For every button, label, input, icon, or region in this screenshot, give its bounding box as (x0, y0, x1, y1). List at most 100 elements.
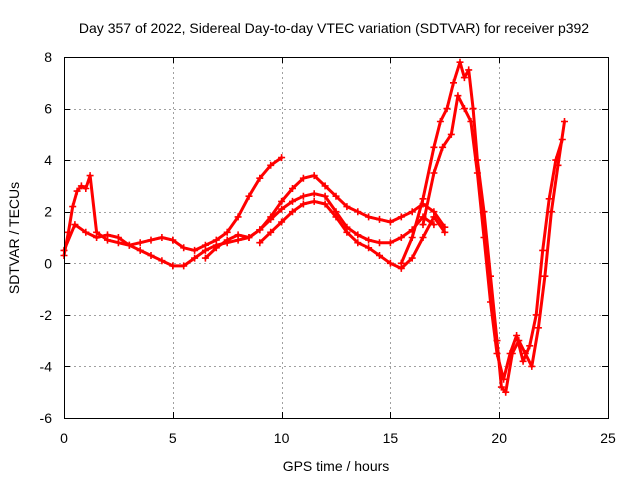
data-point (386, 239, 394, 247)
data-point (467, 118, 475, 125)
data-point (289, 208, 296, 216)
data-point (278, 205, 286, 213)
data-point (493, 350, 501, 357)
data-point (480, 234, 488, 241)
y-tick-label: 0 (44, 255, 52, 271)
data-point (558, 136, 566, 143)
data-point (506, 350, 514, 357)
data-point (460, 74, 468, 82)
series-line (258, 199, 447, 270)
data-point (469, 105, 477, 113)
data-point (561, 118, 568, 125)
series-track-4 (256, 197, 449, 272)
y-axis-label: SDTVAR / TECUs (6, 182, 22, 294)
data-point (289, 197, 296, 205)
data-point (408, 254, 416, 262)
data-point (191, 254, 199, 262)
data-point (86, 172, 94, 180)
x-tick-label: 25 (600, 430, 616, 446)
data-point (234, 213, 242, 221)
data-point (223, 236, 231, 244)
data-point (104, 231, 111, 239)
data-point (526, 342, 534, 350)
data-point (354, 231, 362, 239)
data-point (408, 208, 416, 216)
plot-frame (64, 57, 609, 419)
data-point (299, 174, 307, 182)
data-point (169, 262, 177, 270)
x-tick-label: 5 (169, 430, 177, 446)
data-point (256, 226, 264, 234)
data-point (158, 257, 166, 265)
data-point (158, 234, 166, 241)
data-point (267, 215, 275, 223)
data-point (419, 195, 427, 203)
data-point (430, 143, 438, 151)
data-point (256, 174, 264, 182)
series-track-5 (397, 58, 568, 396)
series-track-6 (419, 92, 566, 383)
data-point (223, 228, 231, 236)
data-point (136, 239, 144, 247)
data-point (419, 234, 427, 241)
data-point (245, 192, 253, 200)
data-point (430, 213, 438, 221)
data-point (201, 246, 209, 254)
data-point (456, 58, 464, 66)
y-tick-label: -2 (40, 307, 53, 323)
data-point (354, 239, 362, 247)
y-tick-label: 2 (44, 204, 52, 220)
data-point (465, 66, 473, 74)
data-point (69, 203, 77, 211)
data-point (278, 197, 286, 205)
y-tick-label: 6 (44, 101, 52, 117)
data-point (397, 259, 405, 267)
data-point (77, 182, 85, 190)
data-series (60, 58, 568, 396)
data-point (278, 218, 286, 226)
data-point (267, 228, 275, 236)
data-point (82, 228, 90, 236)
data-point (519, 357, 527, 365)
data-point (321, 192, 329, 200)
data-point (430, 169, 438, 177)
data-point (310, 172, 318, 180)
data-point (278, 154, 286, 162)
data-point (299, 200, 307, 208)
y-tick-label: 4 (44, 152, 52, 168)
data-point (136, 246, 144, 254)
data-point (386, 218, 394, 226)
data-point (343, 203, 351, 211)
x-axis-label: GPS time / hours (283, 458, 390, 474)
data-point (114, 234, 122, 241)
data-point (487, 298, 494, 306)
data-point (147, 236, 155, 244)
data-point (376, 252, 383, 259)
data-point (441, 228, 449, 236)
series-track-3 (201, 190, 438, 262)
data-point (245, 234, 253, 241)
data-point (397, 234, 405, 241)
data-point (365, 244, 373, 252)
data-point (299, 192, 307, 200)
data-point (430, 221, 438, 229)
data-point (534, 324, 542, 332)
data-point (73, 187, 81, 195)
data-point (419, 221, 427, 229)
data-point (169, 236, 177, 244)
data-point (552, 156, 560, 164)
data-point (545, 195, 553, 203)
data-point (541, 272, 549, 280)
data-point (354, 208, 362, 216)
y-tick-label: 8 (44, 49, 52, 65)
data-point (376, 239, 383, 247)
data-point (310, 190, 318, 198)
y-tick-label: -6 (40, 410, 53, 426)
data-point (180, 244, 188, 252)
data-point (256, 239, 264, 247)
data-point (71, 221, 79, 229)
data-point (500, 375, 508, 383)
data-point (365, 236, 373, 244)
chart-title: Day 357 of 2022, Sidereal Day-to-day VTE… (79, 20, 589, 36)
data-point (234, 231, 242, 239)
